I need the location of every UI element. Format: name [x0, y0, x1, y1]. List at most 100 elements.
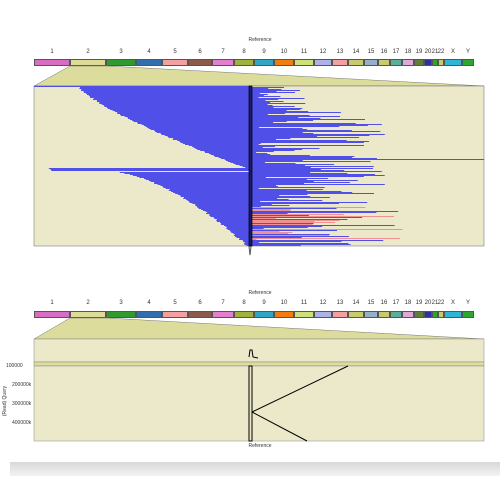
read-left-221 — [216, 221, 249, 222]
read-left-89 — [81, 89, 249, 90]
read-right-141 — [252, 141, 370, 142]
page-shadow — [10, 462, 500, 476]
chromosome-segment-21[interactable] — [432, 311, 438, 318]
chromosome-segment-12[interactable] — [314, 311, 332, 318]
read-left-235 — [233, 235, 249, 236]
read-left-236 — [235, 236, 249, 237]
chromosome-segment-5[interactable] — [162, 59, 188, 66]
chromosome-segment-19[interactable] — [414, 311, 424, 318]
chromosome-segment-15[interactable] — [364, 59, 378, 66]
read-left-195 — [180, 195, 249, 196]
chromosome-segment-X[interactable] — [444, 59, 462, 66]
read-right-108 — [252, 108, 303, 109]
read-left-138 — [173, 138, 249, 139]
chromosome-segment-11[interactable] — [294, 59, 314, 66]
read-right-213 — [252, 213, 288, 214]
chromosome-segment-6[interactable] — [188, 59, 212, 66]
read-left-164 — [235, 164, 249, 165]
read-left-132 — [156, 132, 249, 133]
read-right-191 — [252, 191, 342, 192]
chromosome-label-18: 18 — [404, 49, 412, 55]
chromosome-segment-8[interactable] — [234, 311, 254, 318]
chromosome-segment-17[interactable] — [390, 59, 402, 66]
chromosome-segment-20[interactable] — [424, 59, 432, 66]
read-left-225 — [223, 225, 249, 226]
bottom-dotplot[interactable] — [0, 0, 500, 470]
chromosome-segment-22[interactable] — [438, 311, 444, 318]
chromosome-segment-21[interactable] — [432, 59, 438, 66]
chromosome-segment-14[interactable] — [348, 311, 364, 318]
read-left-190 — [168, 190, 249, 191]
chromosome-segment-Y[interactable] — [462, 59, 474, 66]
read-left-133 — [160, 133, 249, 134]
read-right-95 — [252, 95, 264, 96]
read-left-174 — [129, 174, 249, 175]
read-right-190 — [252, 190, 307, 191]
read-left-185 — [160, 185, 249, 186]
chromosome-segment-13[interactable] — [332, 311, 348, 318]
chromosome-segment-13[interactable] — [332, 59, 348, 66]
read-right-174 — [252, 174, 375, 175]
read-left-151 — [204, 151, 249, 152]
read-left-95 — [88, 95, 249, 96]
read-left-88 — [79, 88, 249, 89]
chromosome-segment-1[interactable] — [34, 59, 70, 66]
chromosome-segment-15[interactable] — [364, 311, 378, 318]
read-right-164 — [252, 164, 335, 165]
chromosome-segment-7[interactable] — [212, 311, 234, 318]
chromosome-segment-12[interactable] — [314, 59, 332, 66]
top-dotplot[interactable] — [0, 0, 500, 270]
chromosome-segment-4[interactable] — [136, 311, 162, 318]
chromosome-segment-2[interactable] — [70, 59, 106, 66]
chromosome-segment-19[interactable] — [414, 59, 424, 66]
read-left-107 — [106, 107, 249, 108]
chromosome-segment-5[interactable] — [162, 311, 188, 318]
read-right-204 — [252, 204, 272, 205]
read-right-170 — [252, 170, 345, 171]
read-left-175 — [132, 175, 249, 176]
chromosome-segment-11[interactable] — [294, 311, 314, 318]
chromosome-segment-9[interactable] — [254, 311, 274, 318]
read-right-158 — [252, 158, 377, 159]
chromosome-segment-10[interactable] — [274, 311, 294, 318]
read-left-208 — [198, 208, 249, 209]
chromosome-label-4: 4 — [147, 49, 151, 55]
top-read-alignments — [34, 86, 484, 246]
chromosome-segment-1[interactable] — [34, 311, 70, 318]
chromosome-segment-22[interactable] — [438, 59, 444, 66]
chromosome-segment-6[interactable] — [188, 311, 212, 318]
read-left-141 — [179, 141, 249, 142]
read-left-230 — [229, 230, 249, 231]
chromosome-segment-7[interactable] — [212, 59, 234, 66]
chromosome-segment-10[interactable] — [274, 59, 294, 66]
chromosome-segment-16[interactable] — [378, 59, 390, 66]
chromosome-segment-4[interactable] — [136, 59, 162, 66]
read-left-148 — [195, 148, 249, 149]
chromosome-segment-17[interactable] — [390, 311, 402, 318]
chromosome-segment-3[interactable] — [106, 311, 136, 318]
chromosome-segment-18[interactable] — [402, 311, 414, 318]
read-left-93 — [86, 93, 249, 94]
read-right-229 — [252, 229, 403, 230]
read-right-228 — [252, 228, 264, 229]
chromosome-segment-2[interactable] — [70, 311, 106, 318]
read-right-112 — [252, 112, 341, 113]
chromosome-segment-X[interactable] — [444, 311, 462, 318]
chromosome-segment-16[interactable] — [378, 311, 390, 318]
read-right-125 — [252, 125, 368, 126]
chromosome-segment-8[interactable] — [234, 59, 254, 66]
read-left-136 — [167, 136, 249, 137]
read-right-241 — [252, 241, 342, 242]
chromosome-segment-Y[interactable] — [462, 311, 474, 318]
chromosome-segment-3[interactable] — [106, 59, 136, 66]
chromosome-segment-18[interactable] — [402, 59, 414, 66]
top-reference-label: Reference — [248, 37, 272, 43]
chromosome-segment-20[interactable] — [424, 311, 432, 318]
read-right-209 — [252, 209, 291, 210]
read-right-94 — [252, 94, 268, 95]
read-left-204 — [195, 204, 249, 205]
read-left-128 — [148, 128, 249, 129]
read-left-135 — [164, 135, 249, 136]
chromosome-segment-14[interactable] — [348, 59, 364, 66]
chromosome-segment-9[interactable] — [254, 59, 274, 66]
